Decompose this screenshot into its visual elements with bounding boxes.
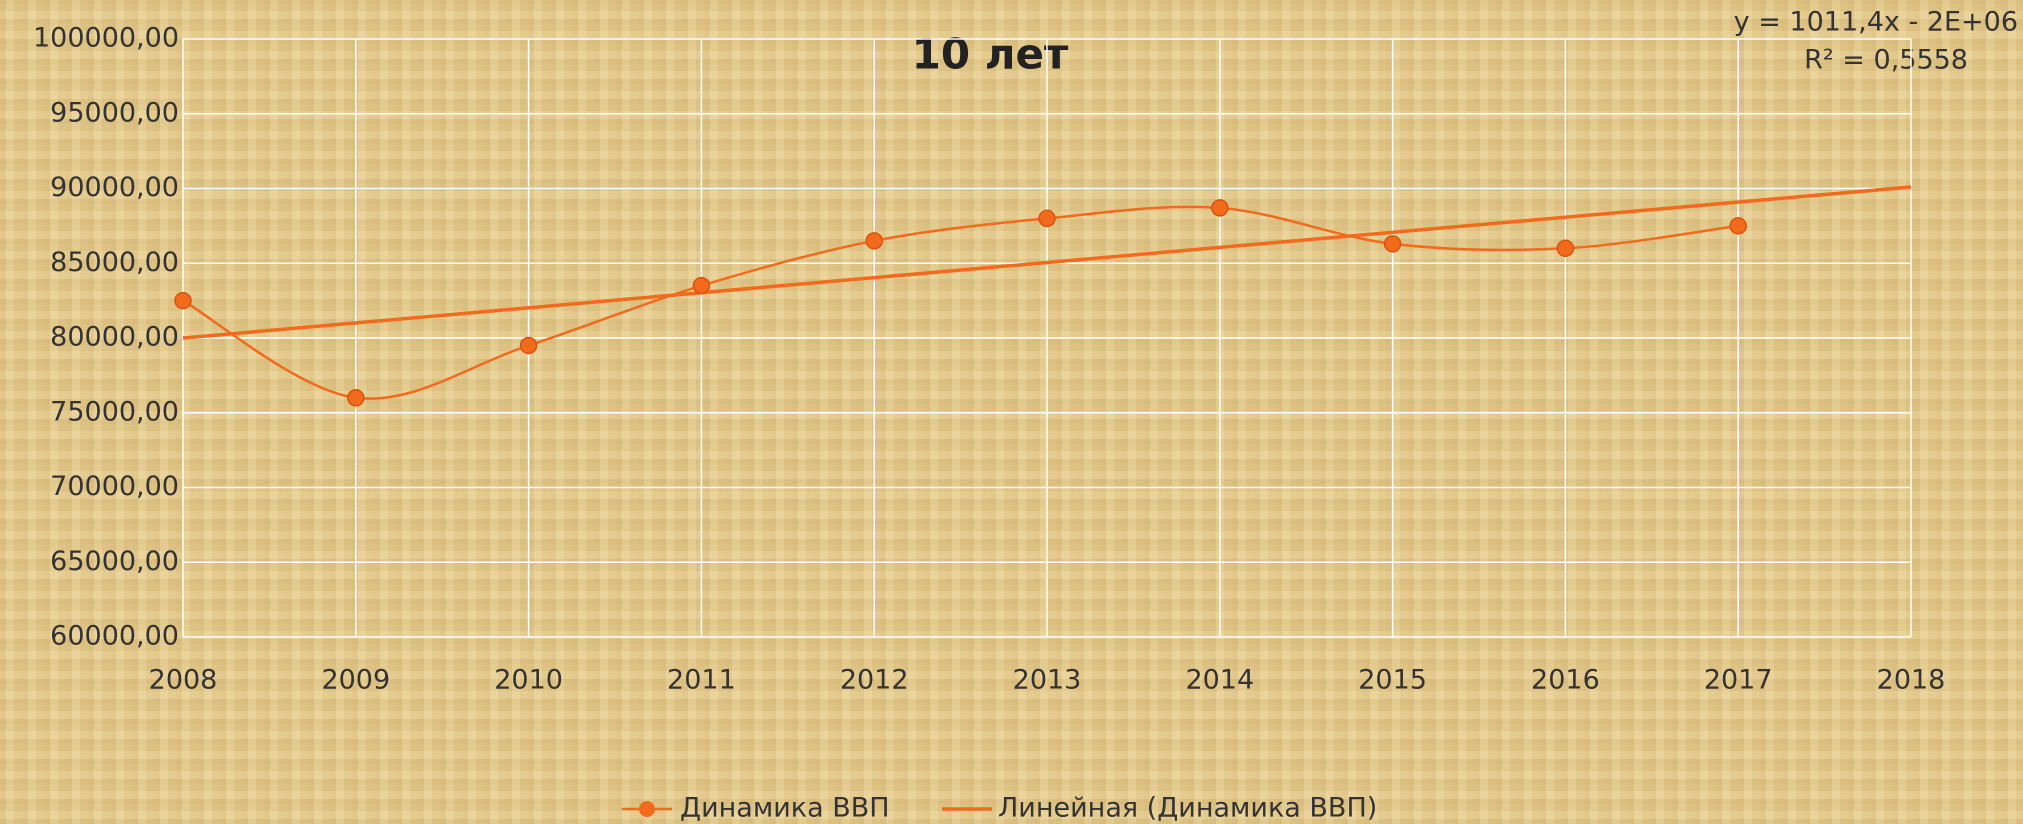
r-squared: R² = 0,5558 xyxy=(1804,45,1968,76)
data-point xyxy=(347,389,365,407)
legend-label: Динамика ВВП xyxy=(680,793,890,824)
data-point xyxy=(174,291,192,310)
trendline xyxy=(182,185,1912,340)
data-point xyxy=(1038,209,1056,228)
x-tick-label: 2008 xyxy=(149,665,218,696)
y-tick-label: 100000,00 xyxy=(33,23,179,54)
y-tick-label: 95000,00 xyxy=(50,97,179,128)
series-line xyxy=(182,205,1739,400)
data-point xyxy=(692,276,711,295)
x-tick-label: 2017 xyxy=(1704,665,1773,696)
trend-equation: y = 1011,4x - 2E+06 xyxy=(1734,7,2018,38)
y-tick-label: 80000,00 xyxy=(50,322,179,353)
x-tick-label: 2013 xyxy=(1013,665,1082,696)
x-tick-label: 2012 xyxy=(840,665,909,696)
y-tick-label: 85000,00 xyxy=(50,247,179,278)
x-tick-label: 2015 xyxy=(1358,665,1427,696)
data-point xyxy=(1556,239,1575,258)
data-point xyxy=(1211,199,1229,217)
data-point xyxy=(519,336,538,355)
x-tick-label: 2011 xyxy=(667,665,736,696)
y-tick-label: 70000,00 xyxy=(50,471,179,502)
y-tick-label: 60000,00 xyxy=(50,621,179,652)
data-point xyxy=(865,232,883,250)
data-point xyxy=(1729,217,1747,235)
x-tick-label: 2014 xyxy=(1185,665,1254,696)
y-tick-label: 65000,00 xyxy=(50,546,179,577)
y-tick-label: 90000,00 xyxy=(50,172,179,203)
x-tick-label: 2009 xyxy=(321,665,390,696)
x-tick-label: 2016 xyxy=(1531,665,1600,696)
legend-marker xyxy=(639,801,655,817)
x-tick-label: 2018 xyxy=(1877,665,1946,696)
data-point xyxy=(1383,235,1402,253)
y-tick-label: 75000,00 xyxy=(50,396,179,427)
chart-title: 10 лет xyxy=(912,30,1069,79)
legend-label: Линейная (Динамика ВВП) xyxy=(998,793,1377,824)
x-tick-label: 2010 xyxy=(494,665,563,696)
